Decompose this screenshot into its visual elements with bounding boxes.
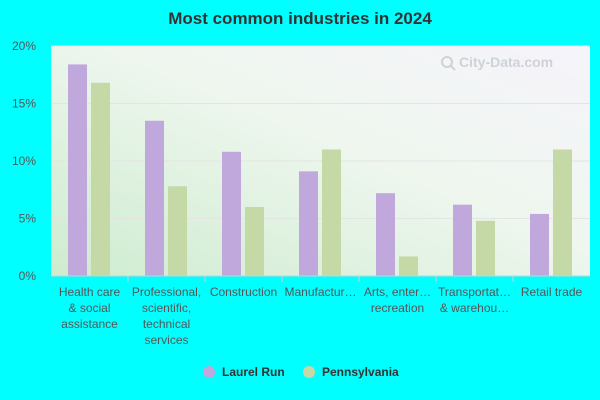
- bar-laurel-run[interactable]: [145, 120, 164, 276]
- bar-pennsylvania[interactable]: [168, 186, 187, 276]
- bar-pennsylvania[interactable]: [245, 207, 264, 276]
- x-tick-label: Arts, enter… recreation: [364, 285, 431, 315]
- bar-pennsylvania[interactable]: [322, 149, 341, 277]
- x-tick-label: Health care & social assistance: [59, 285, 121, 331]
- y-axis: 0% 5% 10% 15% 20%: [12, 39, 36, 283]
- bar-laurel-run[interactable]: [68, 64, 87, 277]
- x-tick-label: Transportat… & warehou…: [438, 285, 511, 315]
- y-tick-label: 0%: [19, 269, 37, 283]
- x-tick-label: Professional, scientific, technical service…: [132, 285, 201, 347]
- legend-label: Laurel Run: [222, 365, 285, 379]
- legend-swatch: [303, 366, 315, 378]
- y-tick-label: 15%: [12, 97, 36, 111]
- watermark-text: City-Data.com: [459, 54, 553, 70]
- watermark: City-Data.com: [441, 54, 553, 71]
- bar-pennsylvania[interactable]: [553, 149, 572, 277]
- bar-laurel-run[interactable]: [299, 171, 318, 276]
- x-tick-label: Manufactur…: [284, 285, 356, 299]
- y-tick-label: 5%: [19, 212, 37, 226]
- y-tick-label: 20%: [12, 39, 36, 53]
- bar-laurel-run[interactable]: [530, 213, 549, 276]
- bar-laurel-run[interactable]: [453, 204, 472, 276]
- x-tick-label: Retail trade: [521, 285, 583, 299]
- bars: [68, 64, 572, 277]
- bar-laurel-run[interactable]: [376, 193, 395, 276]
- x-axis: Health care & social assistanceProfessiona…: [51, 275, 590, 347]
- legend: Laurel Run Pennsylvania: [203, 365, 399, 379]
- grid-lines: [51, 45, 590, 219]
- bar-laurel-run[interactable]: [222, 151, 241, 276]
- bar-pennsylvania[interactable]: [399, 256, 418, 276]
- y-tick-label: 10%: [12, 154, 36, 168]
- watermark-magnifier-icon: [441, 56, 453, 68]
- watermark-magnifier-handle: [450, 65, 456, 71]
- bar-pennsylvania[interactable]: [476, 220, 495, 276]
- x-tick-label: Construction: [210, 285, 277, 299]
- legend-swatch: [203, 366, 215, 378]
- legend-label: Pennsylvania: [322, 365, 399, 379]
- chart-title: Most common industries in 2024: [168, 9, 432, 28]
- bar-pennsylvania[interactable]: [91, 82, 110, 276]
